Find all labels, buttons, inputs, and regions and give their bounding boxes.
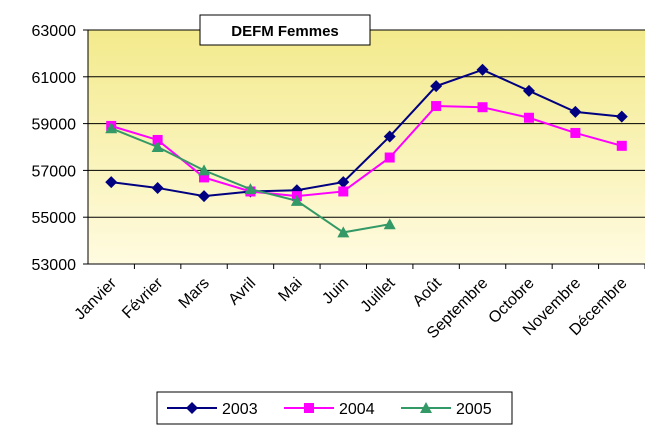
marker xyxy=(337,226,350,238)
x-tick-label: Août xyxy=(410,274,446,310)
marker xyxy=(198,164,211,176)
legend-label: 2004 xyxy=(339,401,375,418)
y-tick-label: 53000 xyxy=(32,257,77,274)
marker xyxy=(186,402,198,414)
legend-label: 2005 xyxy=(456,401,492,418)
marker xyxy=(105,122,118,134)
series-line xyxy=(111,68,622,198)
y-tick-label: 57000 xyxy=(32,163,77,180)
marker xyxy=(337,176,350,189)
x-tick-label: Avril xyxy=(225,275,259,309)
marker xyxy=(522,84,535,97)
x-tick-label: Janvier xyxy=(72,274,121,323)
legend-label: 2003 xyxy=(222,401,258,418)
marker xyxy=(304,403,314,413)
marker xyxy=(420,402,432,413)
x-tick-label: Juillet xyxy=(358,274,399,315)
x-tick-label: Mars xyxy=(176,275,213,312)
marker xyxy=(198,190,211,203)
marker xyxy=(430,80,443,93)
marker xyxy=(523,112,534,123)
marker xyxy=(290,194,303,206)
marker xyxy=(105,176,118,189)
chart-title: DEFM Femmes xyxy=(231,23,339,40)
x-tick-label: Février xyxy=(119,274,167,322)
marker xyxy=(383,218,396,230)
marker xyxy=(152,134,163,145)
marker xyxy=(151,181,164,194)
marker xyxy=(383,130,396,143)
plot-area xyxy=(88,30,645,264)
marker xyxy=(244,183,257,195)
y-tick-label: 63000 xyxy=(32,23,77,40)
marker xyxy=(338,186,349,197)
x-tick-label: Juin xyxy=(319,275,352,308)
marker xyxy=(569,105,582,118)
x-tick-label: Mai xyxy=(275,275,305,305)
series-line xyxy=(110,105,623,198)
y-tick-label: 61000 xyxy=(32,70,77,87)
marker xyxy=(151,141,164,152)
marker xyxy=(199,172,210,183)
title-box xyxy=(199,14,371,46)
marker xyxy=(384,152,395,163)
marker xyxy=(615,110,628,123)
y-tick-label: 59000 xyxy=(32,117,77,134)
marker xyxy=(431,101,442,112)
y-tick-label: 55000 xyxy=(32,210,77,227)
marker xyxy=(477,102,488,113)
marker xyxy=(570,127,581,138)
marker xyxy=(476,63,489,76)
marker xyxy=(616,140,627,151)
